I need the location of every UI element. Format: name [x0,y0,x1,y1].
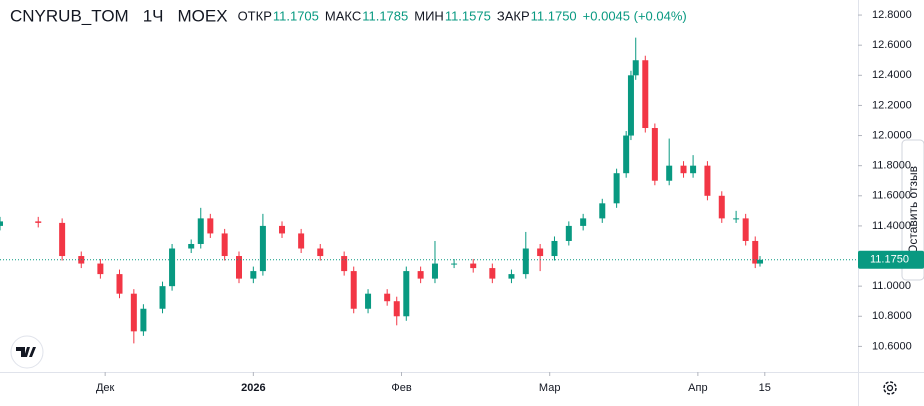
candle-body [537,248,544,257]
candle-body [733,218,740,220]
last-price-label: 11.1750 [870,254,909,266]
candle-body [403,271,410,317]
candle-body [393,301,400,317]
last-price-badge [858,250,924,269]
candle-body [651,128,658,181]
legend-symbol: CNYRUB_TOM [10,6,129,25]
legend-close-label: ЗАКР [497,8,530,23]
candle-body [627,75,634,136]
candle-body [207,218,214,234]
candle-body [417,271,424,279]
y-tick-label: 11.4000 [872,220,911,232]
candle-body [565,225,572,241]
feedback-label[interactable]: Оставить отзыв [906,166,920,254]
feedback-tab[interactable]: Оставить отзыв [901,139,924,281]
y-tick-label: 11.6000 [872,190,911,202]
y-tick-label: 11.8000 [872,160,911,172]
candle-body [35,221,42,223]
candle-body [470,263,477,269]
candle-body [317,248,324,257]
x-tick-label: Дек [96,382,115,394]
y-tick-label: 11.0000 [872,280,911,292]
tv-logo[interactable] [10,335,44,369]
candle-body [188,243,195,249]
candle-body [365,293,372,309]
x-tick-label: Фев [391,382,411,394]
candle-body [451,263,458,265]
candle-body [431,263,438,279]
x-tick-label: 2026 [241,382,265,394]
y-tick-label: 12.6000 [872,39,912,51]
candle-body [522,248,529,275]
candle-body [159,286,166,309]
candle-body [259,225,266,272]
candle-body [279,225,286,234]
candle-body [235,256,242,279]
candle-body [632,60,639,76]
candle-body [642,60,649,129]
legend-exchange: MOEX [178,6,228,25]
candle-body [742,218,749,241]
candle-body [551,240,558,257]
y-tick-label: 10.8000 [872,310,912,322]
candle-body [666,165,673,181]
candle-body [97,263,104,275]
candle-body [221,233,228,257]
candle-body [489,268,496,279]
legend-change: +0.0045 (+0.04%) [583,8,687,23]
candle-body [623,135,630,174]
y-tick-label: 12.4000 [872,69,912,81]
candle-body [250,271,257,279]
legend-high-label: МАКС [325,8,361,23]
candle-body [169,248,176,287]
y-tick-label: 12.8000 [872,9,912,21]
y-tick-label: 10.6000 [872,340,912,352]
candle-body [197,218,204,244]
legend-open: 11.1705 [273,8,319,23]
legend-close: 11.1750 [531,8,577,23]
candle-body [298,233,305,249]
candle-body [140,308,147,332]
legend-open-label: ОТКР [238,8,272,23]
candle-body [580,218,587,226]
x-tick-label: Мар [539,382,561,394]
candle-body [613,173,620,204]
legend: CNYRUB_TOM 1Ч MOEX ОТКР 11.1705 МАКС 11.1785 МИ… [10,6,687,25]
candle-body [130,293,137,332]
x-tick-label: 15 [759,382,771,394]
y-tick-label: 12.0000 [872,129,912,141]
plot-area [0,37,858,344]
y-tick-label: 12.2000 [872,99,912,111]
candle-body [704,165,711,196]
candle-body [341,256,348,272]
candle-body [116,274,123,294]
legend-low: 11.1575 [445,8,491,23]
x-tick-label: Апр [688,382,707,394]
legend-interval: 1Ч [143,6,164,25]
candle-body [599,203,606,219]
legend-low-label: МИН [414,8,444,23]
candle-body [350,271,357,309]
candle-body [752,240,759,264]
legend-high: 11.1785 [362,8,408,23]
candle-body [384,293,391,302]
settings-button[interactable] [883,381,897,395]
candle-body [0,221,3,226]
candle-body [757,259,764,264]
candle-body [508,274,515,279]
candle-body [718,195,725,219]
candle-body [690,165,697,174]
candle-body [59,222,66,257]
candle-body [680,165,687,174]
